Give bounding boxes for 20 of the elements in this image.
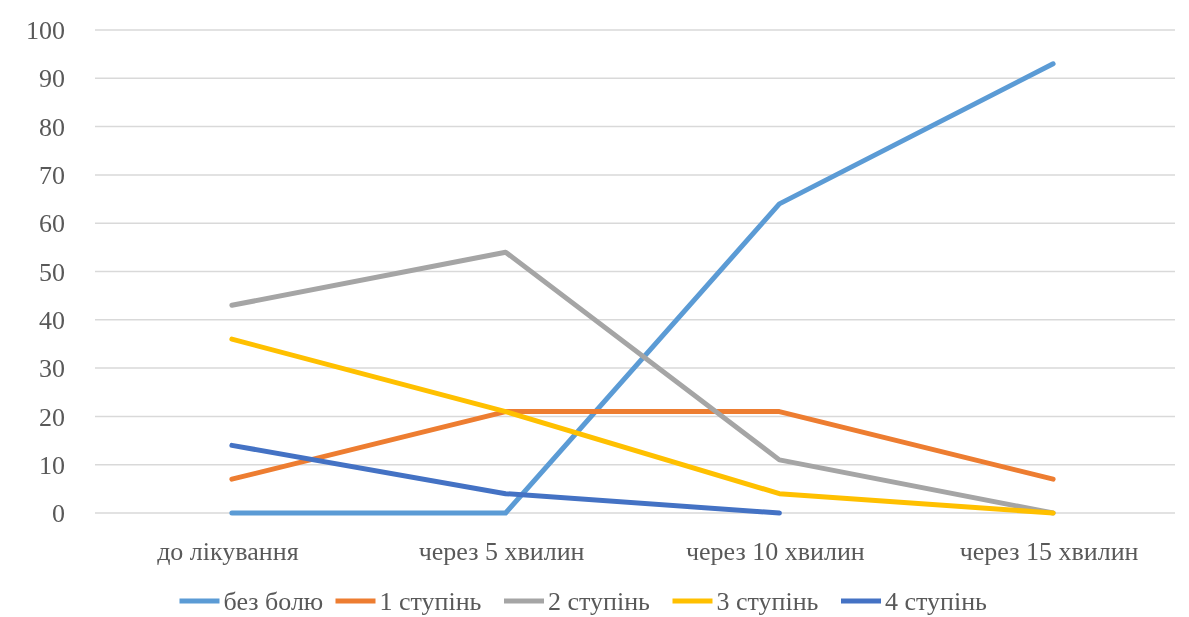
y-tick-label: 10 (39, 450, 65, 480)
x-tick-label: через 5 хвилин (418, 537, 585, 566)
y-tick-label: 30 (39, 354, 65, 384)
legend-label: 4 ступінь (885, 587, 988, 617)
y-tick-label: 50 (39, 257, 65, 287)
legend-label: 3 ступінь (716, 587, 819, 617)
y-tick-label: 100 (26, 16, 65, 46)
legend-label: без болю (223, 587, 324, 617)
x-tick-label: до лікування (157, 537, 299, 566)
x-tick-label: через 10 хвилин (686, 537, 865, 566)
y-tick-label: 40 (39, 305, 65, 335)
x-tick-label: через 15 хвилин (959, 537, 1139, 566)
y-tick-label: 70 (39, 161, 65, 190)
y-tick-label: 60 (39, 209, 65, 239)
y-tick-label: 90 (39, 64, 65, 94)
y-tick-label: 80 (39, 112, 65, 142)
y-tick-label: 0 (52, 499, 65, 529)
legend-label: 2 ступінь (548, 587, 651, 617)
legend-label: 1 ступінь (379, 587, 482, 617)
y-tick-label: 20 (39, 402, 65, 432)
